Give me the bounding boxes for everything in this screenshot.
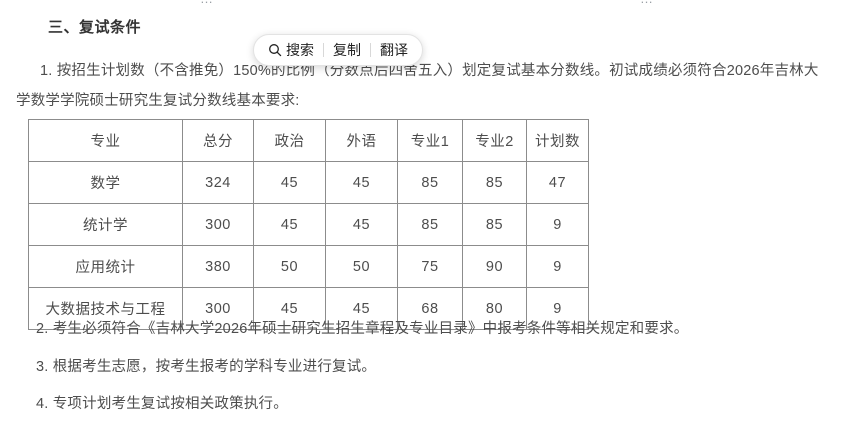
cell-major1: 68 [397, 287, 463, 330]
table-row: 统计学 300 45 45 85 85 9 [28, 203, 589, 246]
popup-divider-2 [370, 43, 371, 57]
cell-politics: 50 [253, 245, 326, 288]
cell-major: 统计学 [28, 203, 183, 246]
popup-translate-label: 翻译 [380, 42, 408, 58]
popup-copy-label: 复制 [333, 42, 361, 58]
cell-major2: 85 [462, 203, 527, 246]
cell-major2: 80 [462, 287, 527, 330]
cell-major1: 85 [397, 203, 463, 246]
cell-quota: 9 [526, 287, 589, 330]
cell-foreign: 50 [325, 245, 398, 288]
popup-divider-1 [323, 43, 324, 57]
column-header-major1: 专业1 [397, 119, 463, 162]
text-selection-popup[interactable]: 搜索 复制 翻译 [253, 34, 423, 66]
paragraph-4: 4. 专项计划考生复试按相关政策执行。 [36, 396, 288, 412]
cell-major: 大数据技术与工程 [28, 287, 183, 330]
paragraph-1-line-1: 1. 按招生计划数（不含推免）150%的比例（分数点后四舍五入）划定复试基本分数… [40, 63, 819, 79]
cell-total: 300 [182, 203, 254, 246]
column-header-foreign-language: 外语 [325, 119, 398, 162]
table-row: 大数据技术与工程 300 45 45 68 80 9 [28, 287, 589, 330]
cell-politics: 45 [253, 203, 326, 246]
cell-total: 324 [182, 161, 254, 204]
clipped-text-remnant: … … … [0, 0, 859, 5]
cell-major2: 90 [462, 245, 527, 288]
popup-search-label: 搜索 [286, 42, 314, 58]
paragraph-2: 2. 考生必须符合《吉林大学2026年硕士研究生招生章程及专业目录》中报考条件等… [36, 321, 689, 337]
remnant-fragment-mid: … [640, 0, 653, 5]
admission-score-table: 专业 总分 政治 外语 专业1 专业2 计划数 数学 324 45 45 85 … [28, 119, 589, 330]
search-icon [268, 43, 282, 57]
cell-major: 应用统计 [28, 245, 183, 288]
cell-politics: 45 [253, 287, 326, 330]
cell-quota: 47 [526, 161, 589, 204]
popup-translate-action[interactable]: 翻译 [371, 40, 408, 60]
cell-major: 数学 [28, 161, 183, 204]
column-header-politics: 政治 [253, 119, 326, 162]
cell-major1: 75 [397, 245, 463, 288]
cell-total: 380 [182, 245, 254, 288]
table-header-row: 专业 总分 政治 外语 专业1 专业2 计划数 [28, 119, 589, 162]
cell-politics: 45 [253, 161, 326, 204]
cell-foreign: 45 [325, 203, 398, 246]
cell-quota: 9 [526, 245, 589, 288]
paragraph-1-line-2: 学数学学院硕士研究生复试分数线基本要求: [16, 93, 300, 109]
cell-quota: 9 [526, 203, 589, 246]
paragraph-3: 3. 根据考生志愿，按考生报考的学科专业进行复试。 [36, 359, 377, 375]
column-header-major: 专业 [28, 119, 183, 162]
table-row: 数学 324 45 45 85 85 47 [28, 161, 589, 204]
column-header-major2: 专业2 [462, 119, 527, 162]
column-header-total: 总分 [182, 119, 254, 162]
cell-foreign: 45 [325, 161, 398, 204]
column-header-quota: 计划数 [526, 119, 589, 162]
cell-major1: 85 [397, 161, 463, 204]
section-heading: 三、复试条件 [48, 19, 142, 36]
table-row: 应用统计 380 50 50 75 90 9 [28, 245, 589, 288]
remnant-fragment-left: … [200, 0, 213, 5]
popup-copy-action[interactable]: 复制 [324, 40, 370, 60]
popup-search-action[interactable]: 搜索 [268, 40, 323, 60]
cell-major2: 85 [462, 161, 527, 204]
